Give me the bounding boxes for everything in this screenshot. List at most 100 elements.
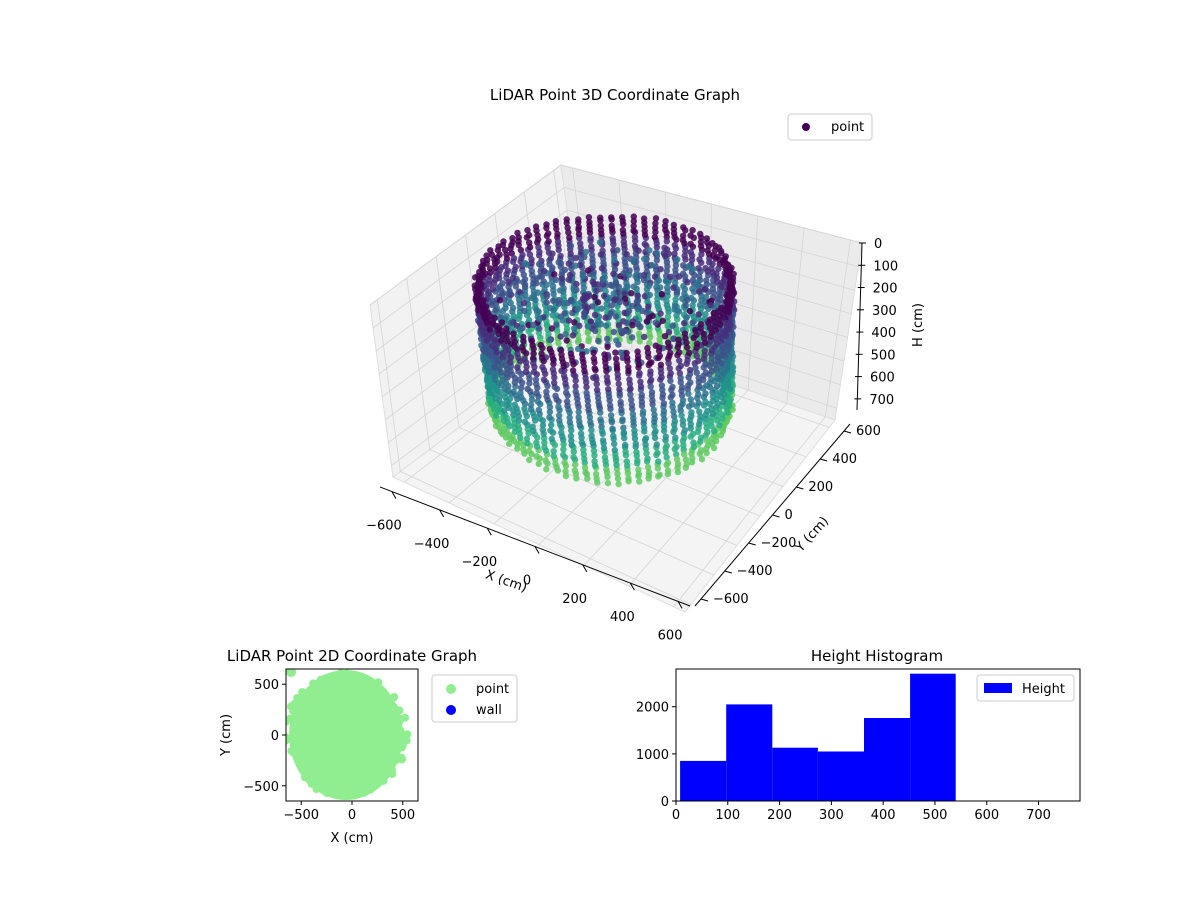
histogram-bar [680, 760, 727, 801]
point-3d [615, 322, 623, 329]
gridline-3d [786, 227, 805, 404]
point-3d [660, 400, 668, 407]
point-3d [509, 304, 517, 312]
point-3d [657, 284, 664, 291]
point-2d [374, 678, 383, 687]
point-3d [653, 441, 660, 448]
point-3d [540, 376, 548, 383]
point-3d [610, 328, 617, 336]
point-3d [708, 376, 715, 383]
point-3d [568, 441, 575, 449]
point-3d [572, 461, 579, 468]
chart-2d-title: LiDAR Point 2D Coordinate Graph [227, 647, 477, 665]
point-3d [683, 461, 690, 468]
point-3d [708, 346, 715, 353]
point-3d [567, 242, 575, 250]
point-3d [634, 292, 641, 299]
point-3d [587, 418, 594, 426]
point-3d [718, 304, 725, 311]
point-3d [612, 349, 619, 356]
point-3d [581, 367, 588, 374]
point-3d [590, 447, 598, 455]
point-3d [727, 385, 734, 393]
point-3d [713, 253, 720, 260]
point-3d [508, 250, 515, 257]
point-3d [607, 281, 614, 289]
point-3d [557, 252, 564, 260]
point-3d [474, 300, 481, 307]
point-3d [536, 273, 544, 280]
point-3d [501, 407, 508, 414]
point-3d [695, 399, 702, 407]
y-tick-label-histogram: 2000 [636, 701, 669, 716]
point-2d [286, 669, 297, 678]
point-3d [681, 320, 688, 327]
point-3d [664, 313, 672, 320]
point-3d [502, 301, 509, 308]
legend-3d-marker [802, 123, 810, 131]
point-3d [588, 427, 595, 434]
legend-3d: point [787, 113, 873, 141]
point-3d [491, 336, 499, 343]
point-3d [480, 354, 487, 361]
point-3d [611, 256, 618, 263]
point-3d [677, 374, 684, 382]
x-tick-mark-3d [629, 582, 635, 591]
z-axis-line [856, 242, 863, 411]
chart-2d: LiDAR Point 2D Coordinate Graph −500 0 500… [219, 647, 518, 846]
point-3d [679, 397, 687, 404]
gridline-3d [376, 299, 401, 472]
point-3d [554, 230, 561, 238]
point-3d [582, 375, 589, 382]
point-3d [506, 289, 513, 296]
x-axis-label-2d: X (cm) [331, 831, 374, 846]
point-3d [603, 373, 611, 381]
point-3d [495, 243, 502, 250]
point-3d [681, 427, 688, 434]
gridline-3d [567, 209, 855, 291]
point-3d [607, 412, 615, 419]
y-tick-mark-3d [820, 458, 828, 462]
point-3d [536, 325, 543, 332]
point-3d [595, 318, 602, 325]
point-2d [315, 775, 324, 783]
point-3d [641, 240, 648, 248]
point-3d [503, 334, 510, 341]
point-3d [662, 278, 670, 285]
point-3d [529, 423, 536, 430]
point-3d [682, 302, 689, 309]
point-2d [374, 770, 383, 778]
point-3d [572, 388, 579, 395]
point-3d [687, 396, 694, 403]
point-3d [665, 250, 672, 257]
point-3d [557, 333, 564, 340]
point-3d [603, 466, 610, 473]
point-3d [597, 214, 604, 221]
x-tick-label-3d: 600 [658, 628, 683, 643]
point-3d [578, 439, 586, 446]
point-3d [556, 287, 564, 294]
point-3d [510, 388, 517, 396]
point-3d [658, 374, 665, 381]
z-tick-label-3d: 700 [869, 393, 894, 408]
point-3d [523, 363, 530, 370]
point-3d [683, 296, 691, 304]
point-3d [484, 309, 491, 316]
point-3d [659, 391, 667, 398]
point-3d [575, 223, 582, 231]
z-tick-label-3d: 100 [873, 259, 898, 274]
point-3d [680, 224, 687, 231]
point-3d [724, 409, 731, 416]
point-3d [546, 345, 553, 353]
point-3d [657, 310, 664, 317]
point-3d [509, 274, 517, 282]
point-3d [682, 334, 689, 342]
point-3d [729, 370, 736, 377]
point-2d [397, 753, 406, 762]
point-3d [695, 288, 703, 295]
point-3d [530, 368, 538, 376]
point-3d [606, 402, 614, 409]
point-3d [658, 291, 666, 298]
point-3d [543, 281, 550, 288]
point-3d [689, 455, 696, 462]
